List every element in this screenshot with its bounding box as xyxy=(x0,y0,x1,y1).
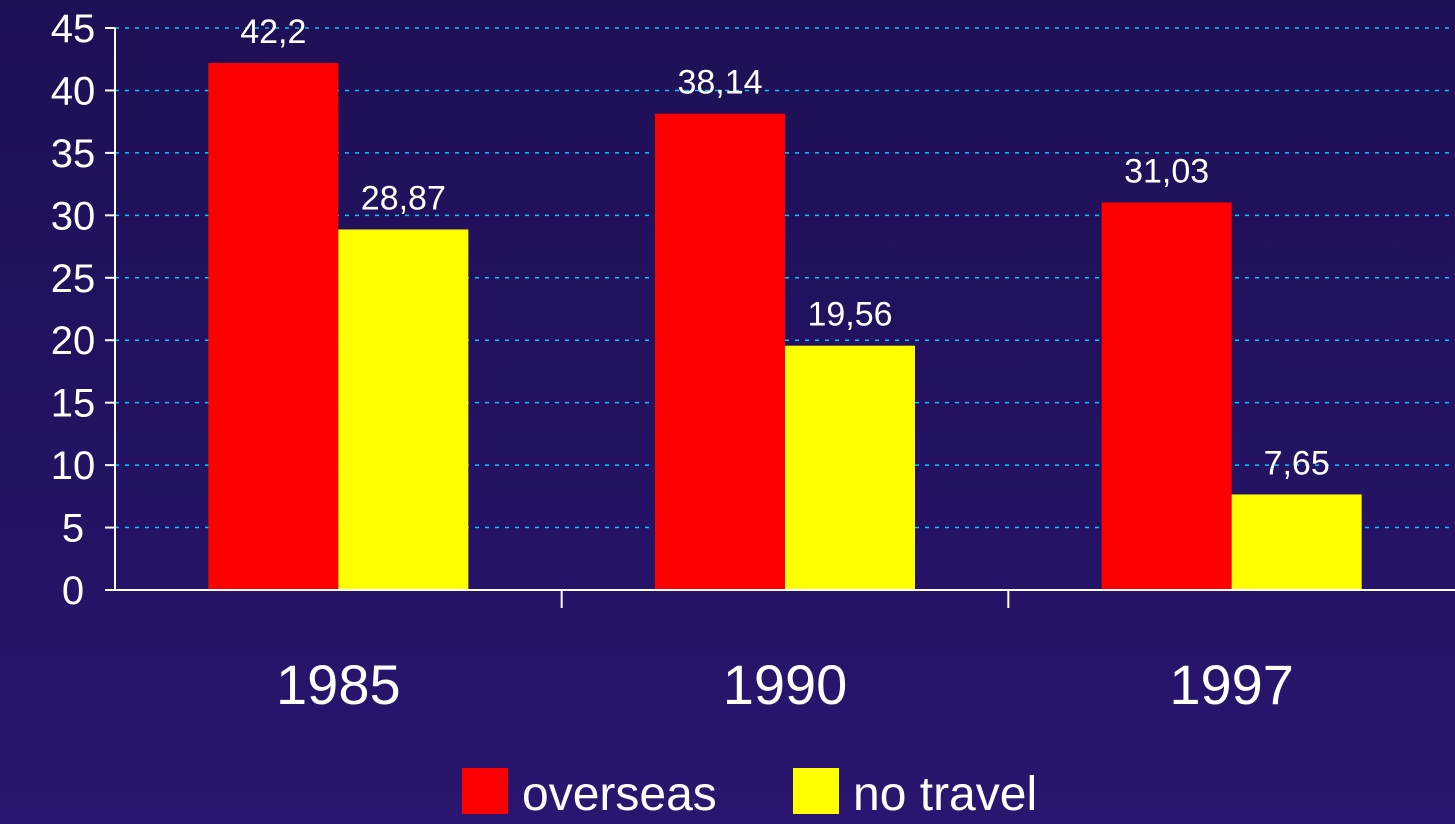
labels: 0 5 10 15 20 25 30 35 40 45 42,2 28,87 1985 38,14 19,5… xyxy=(51,7,1330,716)
legend: overseas no travel xyxy=(462,768,1037,821)
data-label: 7,65 xyxy=(1264,444,1330,482)
y-tick-label: 25 xyxy=(51,257,96,301)
bar-overseas-1997 xyxy=(1101,202,1232,590)
bar-no-travel-1997 xyxy=(1231,494,1362,590)
y-tick-label: 5 xyxy=(62,507,84,551)
data-label: 31,03 xyxy=(1124,152,1209,190)
y-tick-label: 35 xyxy=(51,132,96,176)
data-label: 28,87 xyxy=(361,179,446,217)
x-tick-label: 1985 xyxy=(276,653,401,716)
bar-no-travel-1990 xyxy=(785,345,915,590)
y-tick-label: 30 xyxy=(51,194,96,238)
legend-swatch-no-travel xyxy=(793,768,839,814)
y-tick-label: 40 xyxy=(51,69,96,113)
y-tick-label: 0 xyxy=(62,569,84,613)
data-label: 19,56 xyxy=(807,296,892,334)
x-tick-label: 1990 xyxy=(723,653,848,716)
y-tick-label: 15 xyxy=(51,382,96,426)
x-tick-label: 1997 xyxy=(1169,653,1294,716)
data-label: 38,14 xyxy=(677,64,762,102)
y-tick-label: 45 xyxy=(51,7,96,51)
legend-label: overseas xyxy=(522,768,717,821)
data-label: 42,2 xyxy=(240,13,306,51)
bar-overseas-1985 xyxy=(208,62,339,591)
bar-overseas-1990 xyxy=(655,113,785,591)
y-tick-label: 10 xyxy=(51,444,96,488)
y-tick-label: 20 xyxy=(51,319,96,363)
axes xyxy=(105,27,1455,608)
legend-swatch-overseas xyxy=(462,768,508,814)
bars xyxy=(208,62,1362,591)
bar-no-travel-1985 xyxy=(338,229,469,590)
legend-label: no travel xyxy=(853,768,1037,821)
